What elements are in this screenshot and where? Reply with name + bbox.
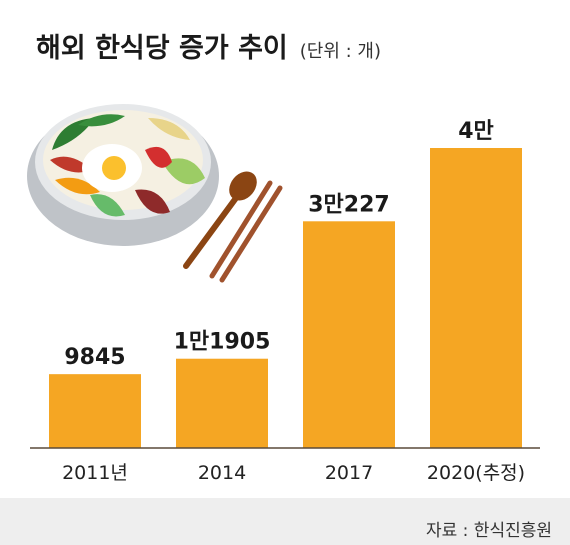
unit-label: (단위 : 개) <box>299 41 381 62</box>
x-tick-label-3: 2020(추정) <box>427 462 525 484</box>
x-tick-label-2: 2017 <box>325 462 373 484</box>
value-label-2: 3만227 <box>308 192 389 217</box>
chart-title: 해외 한식당 증가 추이 <box>36 33 288 64</box>
footer-band <box>0 498 570 545</box>
value-label-3: 4만 <box>458 119 494 144</box>
value-label-0: 9845 <box>64 345 125 370</box>
bar-2 <box>303 221 395 448</box>
x-axis-labels-group: 2011년 2014 2017 2020(추정) <box>62 462 525 484</box>
source-note: 자료 : 한식진흥원 <box>425 521 552 541</box>
x-tick-label-1: 2014 <box>198 462 246 484</box>
bar-3 <box>430 148 522 448</box>
spoon-chopsticks-illustration <box>183 171 283 283</box>
bar-0 <box>49 374 141 448</box>
bars-group <box>49 148 522 448</box>
bar-1 <box>176 358 268 448</box>
bibimbap-illustration <box>27 104 219 246</box>
value-labels-group: 9845 1만1905 3만227 4만 <box>64 119 493 370</box>
title-block: 해외 한식당 증가 추이 (단위 : 개) <box>36 26 381 66</box>
x-tick-label-0: 2011년 <box>62 462 128 484</box>
value-label-1: 1만1905 <box>174 330 271 355</box>
